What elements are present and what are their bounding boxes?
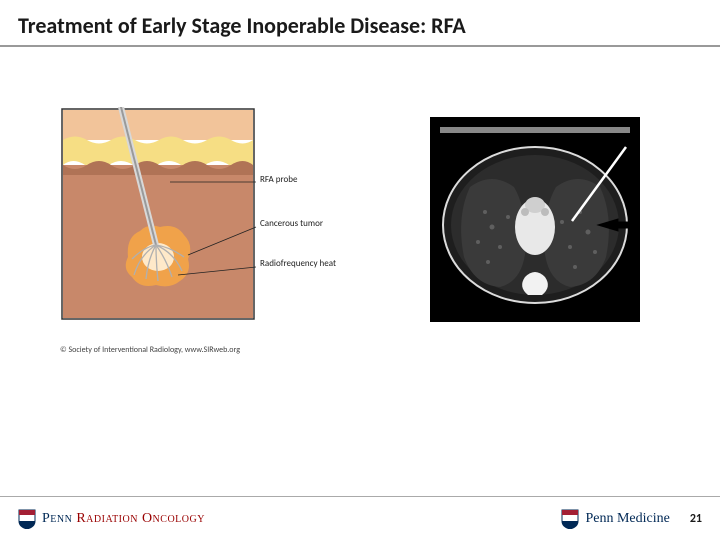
dept-penn: Penn	[42, 511, 76, 526]
label-heat: Radiofrequency heat	[260, 259, 336, 269]
rfa-illustration: RFA probe Cancerous tumor Radiofrequency…	[60, 107, 330, 337]
label-probe: RFA probe	[260, 175, 297, 185]
label-tumor: Cancerous tumor	[260, 219, 323, 229]
penn-medicine-shield-icon	[561, 509, 579, 529]
penn-shield-icon	[18, 509, 36, 529]
slide-title: Treatment of Early Stage Inoperable Dise…	[18, 12, 702, 39]
penn-medicine-text: Penn Medicine	[585, 511, 669, 527]
slide-number: 21	[690, 512, 702, 526]
footer: Penn Radiation Oncology Penn Medicine 21	[0, 496, 720, 540]
dept-name: Penn Radiation Oncology	[42, 511, 205, 527]
content-area: RFA probe Cancerous tumor Radiofrequency…	[0, 47, 720, 467]
footer-logo-left: Penn Radiation Oncology	[18, 509, 205, 529]
title-bar: Treatment of Early Stage Inoperable Dise…	[0, 0, 720, 47]
dept-radiation-oncology: Radiation Oncology	[76, 511, 205, 526]
footer-logo-right: Penn Medicine 21	[561, 509, 702, 529]
illustration-copyright: © Society of Interventional Radiology, w…	[60, 345, 240, 355]
ct-scan-image	[430, 117, 640, 322]
